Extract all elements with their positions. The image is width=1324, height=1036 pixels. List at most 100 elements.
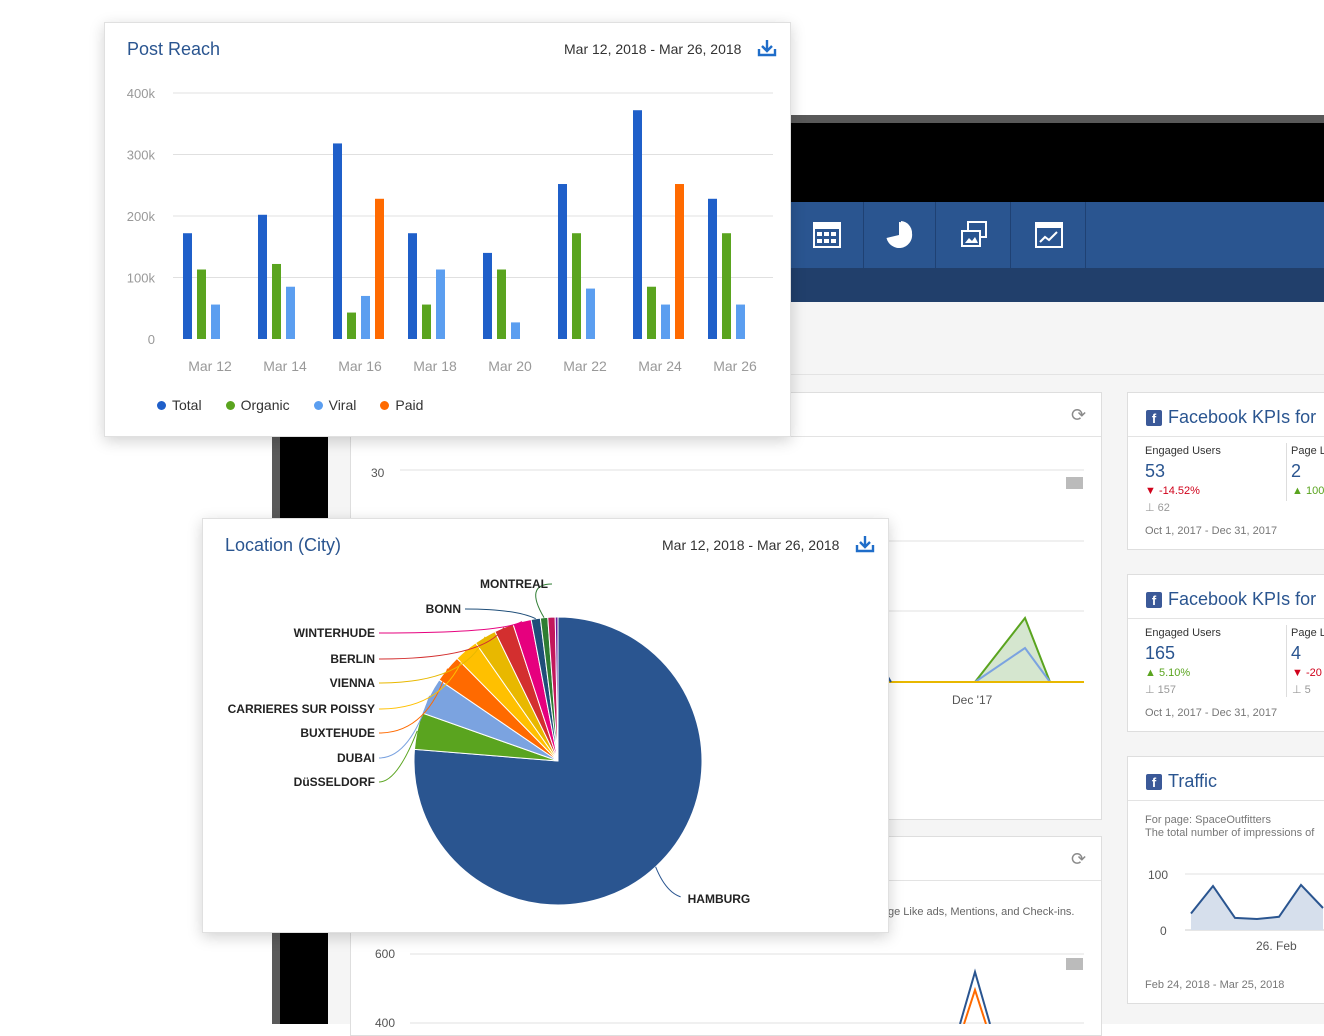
legend-item-organic[interactable]: Organic (225, 397, 290, 413)
slice-label: CARRIERES SUR POISSY (228, 702, 375, 716)
slice-label: WINTERHUDE (294, 626, 375, 640)
kpi-title-text: Facebook KPIs for (1168, 589, 1317, 609)
kpi-metric-change: ▼ -20 (1292, 667, 1322, 679)
y-axis-label: 30 (371, 466, 385, 480)
post-reach-card: Post Reach Mar 12, 2018 - Mar 26, 2018 0… (104, 22, 791, 437)
x-tick-label: Mar 12 (188, 358, 232, 374)
up-arrow-icon: ▲ (1292, 485, 1303, 497)
kpi-separator (1286, 625, 1287, 697)
y-tick-label: 400k (127, 86, 156, 101)
kpi-metric-value: 2 (1291, 461, 1302, 481)
kpi-separator (1286, 443, 1287, 501)
kpi-metric-change: ▲ 5.10% (1145, 667, 1190, 679)
kpi-metric-label: Engaged Users (1145, 445, 1221, 457)
label-connector (378, 730, 418, 783)
pie-slice (554, 616, 559, 762)
kpi-panel-1: f Facebook KPIs for (1127, 392, 1324, 550)
bar-organic (272, 263, 281, 339)
legend-label: Organic (240, 397, 290, 413)
legend-label: Paid (395, 397, 424, 413)
traffic-title-text: Traffic (1168, 771, 1218, 791)
kpi-title: f Facebook KPIs for (1146, 407, 1316, 428)
kpi-date-range: Oct 1, 2017 - Dec 31, 2017 (1145, 525, 1278, 537)
x-tick-label: Mar 14 (263, 358, 307, 374)
panel-caption: ge Like ads, Mentions, and Check-ins. (888, 906, 1075, 918)
y-axis-label: 100 (1148, 868, 1169, 882)
legend-dot (380, 400, 390, 410)
line-chart-icon (1034, 222, 1063, 248)
traffic-line (1190, 883, 1324, 921)
kpi-metric-change: ▼ -14.52% (1145, 485, 1200, 497)
slice-label: DüSSELDORF (294, 775, 375, 789)
slice-label: VIENNA (330, 676, 376, 690)
bar-viral (586, 288, 595, 339)
facebook-icon: f (1146, 409, 1162, 426)
label-connector (378, 627, 505, 660)
legend-item-paid[interactable]: Paid (380, 397, 423, 413)
location-pie-chart: HAMBURG DüSSELDORF DUBAI BUXTEHUDE CARRIERES… (228, 577, 751, 906)
bar-total (333, 143, 342, 339)
panel-header (1128, 575, 1324, 619)
traffic-chart (1185, 873, 1324, 931)
slice-label: BUXTEHUDE (300, 726, 375, 740)
bar-total (183, 233, 192, 339)
kpi-panel-2: f Facebook KPIs for (1127, 574, 1324, 732)
bar-viral (511, 322, 520, 339)
location-card: Location (City) Mar 12, 2018 - Mar 26, 2… (202, 518, 889, 933)
refresh-icon[interactable]: ⟳ (1071, 849, 1087, 869)
traffic-area (1191, 884, 1323, 930)
nav-media-button[interactable] (937, 202, 1011, 268)
bar-total (708, 198, 717, 339)
slice-label: HAMBURG (688, 892, 751, 906)
download-icon[interactable] (757, 38, 777, 58)
bar-viral (661, 304, 670, 339)
y-axis-label: 0 (1160, 924, 1167, 938)
date-range: Mar 12, 2018 - Mar 26, 2018 (662, 537, 840, 553)
kpi-title: f Facebook KPIs for (1146, 589, 1316, 610)
slice-label: BONN (426, 602, 461, 616)
bar-viral (436, 269, 445, 339)
x-tick-label: Mar 18 (413, 358, 457, 374)
y-tick-label: 300k (127, 148, 156, 163)
kpi-metric-label: Page L (1291, 627, 1324, 639)
kpi-change-text: 100 (1305, 485, 1324, 497)
traffic-date-range: Feb 24, 2018 - Mar 25, 2018 (1145, 979, 1285, 991)
nav-pie-button[interactable] (862, 202, 936, 268)
traffic-subtitle: The total number of impressions of (1145, 827, 1315, 839)
table-icon (812, 222, 841, 248)
x-tick-label: Mar 22 (563, 358, 607, 374)
card-title: Post Reach (127, 39, 221, 59)
legend-item-total[interactable]: Total (157, 397, 202, 413)
bar-organic (722, 233, 731, 339)
legend-dot (313, 400, 323, 410)
kpi-title-text: Facebook KPIs for (1168, 407, 1317, 427)
down-arrow-icon: ▼ (1145, 485, 1156, 497)
kpi-metric-value: 53 (1145, 461, 1166, 481)
y-tick-label: 0 (148, 332, 155, 347)
bar-viral (361, 295, 370, 339)
bg-line-chart-2 (410, 953, 1084, 1024)
label-connector (378, 668, 449, 734)
up-arrow-icon: ▲ (1145, 667, 1156, 679)
panel-header (1128, 393, 1324, 437)
legend-label: Viral (328, 397, 357, 413)
legend-item-viral[interactable]: Viral (313, 397, 357, 413)
kpi-previous-text: 62 (1157, 502, 1170, 514)
kpi-metric-change: ▲ 100 (1292, 485, 1324, 497)
slice-label: DUBAI (337, 751, 375, 765)
label-connector (378, 695, 431, 759)
nav-line-chart-button[interactable] (1012, 202, 1086, 268)
kpi-previous: ⊥ 5 (1292, 683, 1311, 696)
refresh-icon[interactable]: ⟳ (1071, 405, 1087, 425)
label-connector (464, 608, 536, 620)
previous-icon: ⊥ (1145, 502, 1155, 514)
y-tick-label: 100k (127, 271, 156, 286)
y-axis-label: 600 (375, 947, 396, 961)
traffic-panel: f Traffic (1127, 756, 1324, 1004)
nav-table-button[interactable] (790, 202, 864, 268)
slice-label: MONTREAL (480, 577, 548, 591)
download-icon[interactable] (855, 534, 875, 554)
kpi-change-text: 5.10% (1158, 667, 1191, 679)
bar-organic (572, 233, 581, 339)
kpi-metric-value: 4 (1291, 643, 1302, 663)
